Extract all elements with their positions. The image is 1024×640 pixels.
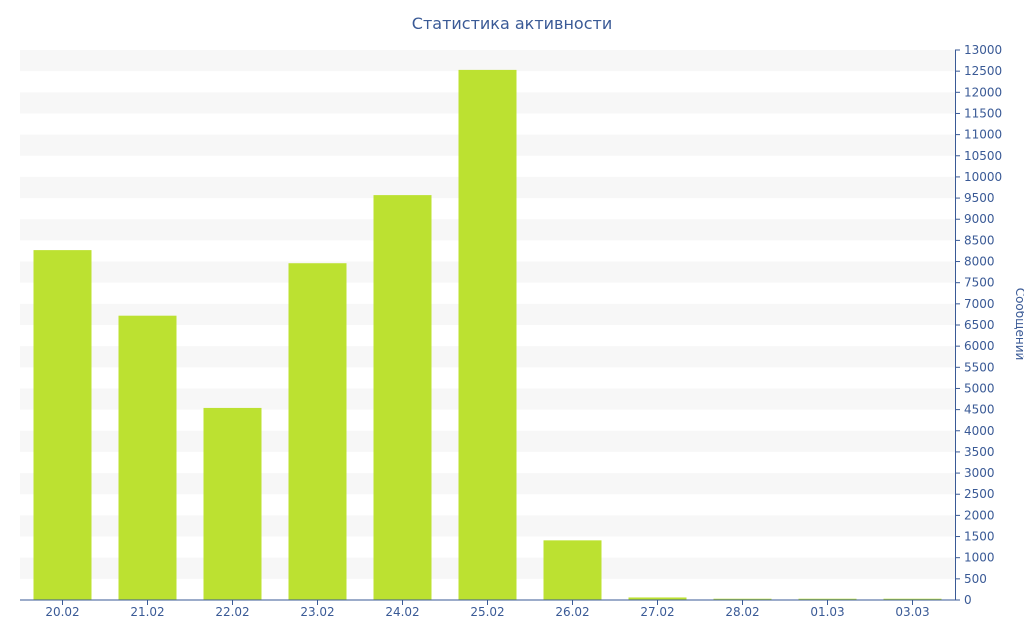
bar-24.02[interactable] [373,195,432,600]
y-tick-label: 4000 [964,424,995,438]
y-axis-title: Сообщений [1013,288,1024,361]
bar-series [33,69,942,600]
y-tick-label: 3000 [964,466,995,480]
x-axis: 20.02 21.02 22.02 23.02 24.02 25.02 26.02 27.02… [20,599,955,619]
bar-27.02[interactable] [628,597,687,600]
x-tick-label: 21.02 [130,605,164,619]
x-tick-label: 23.02 [300,605,334,619]
bar-26.02[interactable] [543,540,602,600]
y-tick-label: 5500 [964,360,995,374]
y-tick-label: 10000 [964,170,1002,184]
y-tick-label: 5000 [964,381,995,395]
y-tick-label: 7500 [964,276,995,290]
y-tick-label: 500 [964,572,987,586]
y-tick-label: 4500 [964,403,995,417]
bar-22.02[interactable] [203,407,262,600]
x-tick-label: 24.02 [385,605,419,619]
y-tick-label: 11000 [964,128,1002,142]
bar-25.02[interactable] [458,69,517,600]
bar-23.02[interactable] [288,263,347,600]
y-tick-label: 8000 [964,255,995,269]
x-tick-label: 28.02 [725,605,759,619]
x-tick-label: 01.03 [810,605,844,619]
y-tick-label: 8500 [964,233,995,247]
y-tick-label: 12500 [964,64,1002,78]
y-tick-label: 6000 [964,339,995,353]
x-tick-label: 26.02 [555,605,589,619]
y-tick-label: 10500 [964,149,1002,163]
y-tick-label: 2000 [964,508,995,522]
y-tick-label: 12000 [964,85,1002,99]
y-tick-label: 1500 [964,530,995,544]
chart-title: Статистика активности [411,14,613,33]
x-tick-label: 20.02 [45,605,79,619]
x-tick-label: 03.03 [895,605,929,619]
y-tick-label: 1000 [964,551,995,565]
x-tick-label: 22.02 [215,605,249,619]
y-tick-label: 0 [964,593,972,607]
y-tick-label: 6500 [964,318,995,332]
y-tick-label: 2500 [964,487,995,501]
x-tick-label: 27.02 [640,605,674,619]
y-tick-label: 9500 [964,191,995,205]
y-tick-label: 13000 [964,43,1002,57]
bar-01.03[interactable] [798,598,857,600]
grid-band [20,50,955,72]
bar-28.02[interactable] [713,598,772,600]
y-tick-label: 7000 [964,297,995,311]
y-tick-label: 9000 [964,212,995,226]
y-tick-label: 3500 [964,445,995,459]
y-axis: 0 500 1000 1500 2000 2500 3000 3500 4000 4500 5000… [955,43,1002,607]
bar-21.02[interactable] [118,315,177,600]
x-tick-label: 25.02 [470,605,504,619]
bar-03.03[interactable] [883,598,942,600]
bar-20.02[interactable] [33,250,92,600]
y-tick-label: 11500 [964,106,1002,120]
